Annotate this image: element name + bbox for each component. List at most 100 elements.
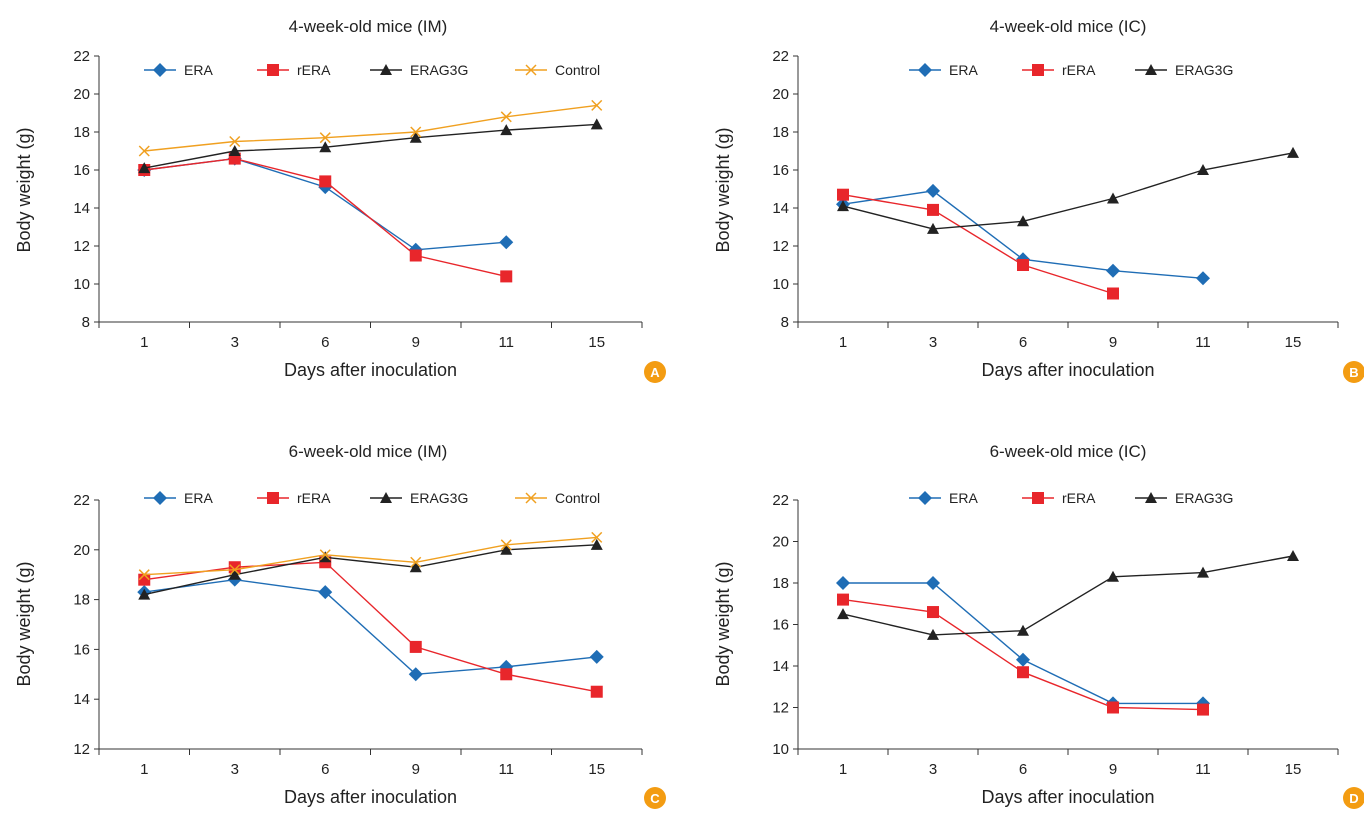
data-point: [927, 606, 939, 619]
data-point: [1107, 570, 1119, 582]
x-tick-label: 6: [1019, 761, 1027, 778]
legend-marker: [1145, 492, 1157, 503]
data-point: [138, 588, 151, 600]
panel-label: B: [1349, 365, 1358, 380]
series-erag3g: [837, 550, 1299, 640]
y-axis-label: Body weight (g): [713, 561, 733, 686]
data-point: [318, 585, 333, 600]
x-tick-label: 11: [1195, 334, 1211, 351]
series-control: [138, 531, 603, 581]
x-axis-label: Days after inoculation: [284, 787, 457, 807]
y-tick-label: 22: [772, 48, 789, 65]
legend-entry: ERA: [144, 490, 213, 506]
legend-label: rERA: [1062, 490, 1096, 506]
series-era: [137, 572, 604, 682]
data-point: [1106, 263, 1120, 278]
y-tick-label: 12: [73, 238, 90, 255]
panel-badge: [1343, 361, 1364, 383]
legend-entry: rERA: [257, 490, 331, 506]
legend-entry: ERAG3G: [370, 62, 468, 78]
chart-panel-c: 6-week-old mice (IM) 12 14 16 18 20 22 1 3 6 9 11 15…: [14, 442, 666, 809]
data-point: [500, 668, 513, 681]
legend-marker: [1032, 492, 1044, 504]
data-point: [590, 538, 603, 550]
legend-marker: [267, 64, 279, 76]
legend-entry: ERA: [909, 62, 978, 78]
data-point: [499, 235, 514, 250]
legend-entry: ERAG3G: [370, 490, 468, 506]
x-axis-label: Days after inoculation: [981, 787, 1154, 807]
series-line: [842, 152, 1294, 230]
data-point: [837, 200, 849, 212]
legend-label: ERAG3G: [1175, 62, 1233, 78]
x-tick-label: 1: [140, 334, 148, 351]
data-point: [410, 556, 422, 568]
legend-marker: [153, 63, 167, 77]
series-era: [836, 576, 1210, 711]
data-point: [927, 222, 939, 234]
series-line: [842, 555, 1294, 636]
series-control: [138, 99, 603, 157]
data-point: [591, 99, 603, 111]
y-axis-label: Body weight (g): [14, 127, 34, 252]
legend-label: Control: [555, 490, 600, 506]
x-tick-label: 9: [412, 761, 420, 778]
y-tick-label: 10: [772, 741, 789, 758]
x-tick-label: 6: [321, 761, 329, 778]
data-point: [1287, 550, 1299, 562]
data-point: [500, 543, 513, 555]
data-point: [1017, 624, 1029, 636]
series-line: [144, 157, 507, 251]
data-point: [409, 131, 422, 143]
legend-marker: [153, 491, 167, 505]
data-point: [1017, 215, 1029, 227]
y-tick-label: 14: [772, 658, 789, 675]
legend-label: ERAG3G: [410, 62, 468, 78]
legend-entry: rERA: [1022, 62, 1096, 78]
chart-title: 4-week-old mice (IC): [990, 17, 1147, 36]
y-axis-label: Body weight (g): [713, 127, 733, 252]
data-point: [590, 685, 603, 698]
y-tick-label: 12: [772, 700, 789, 717]
y-tick-label: 14: [772, 200, 789, 217]
legend-marker: [267, 492, 279, 504]
data-point: [228, 568, 241, 580]
x-tick-label: 1: [140, 761, 148, 778]
legend-entry: ERA: [909, 490, 978, 506]
x-tick-label: 9: [412, 334, 420, 351]
x-tick-label: 1: [839, 334, 847, 351]
data-point: [138, 569, 150, 581]
y-tick-label: 16: [772, 617, 789, 634]
x-axis-label: Days after inoculation: [981, 360, 1154, 380]
x-tick-label: 11: [1195, 761, 1211, 778]
series-line: [144, 104, 597, 152]
data-point: [1197, 164, 1209, 175]
series-line: [144, 123, 597, 169]
x-tick-label: 11: [498, 761, 514, 778]
series-rera: [138, 556, 603, 698]
data-point: [500, 270, 513, 283]
data-point: [228, 145, 241, 156]
x-tick-label: 1: [839, 761, 847, 778]
legend-marker: [1145, 64, 1157, 75]
chart-title: 6-week-old mice (IC): [990, 442, 1147, 461]
data-point: [500, 539, 512, 551]
data-point: [409, 640, 422, 653]
legend-entry: Control: [515, 62, 600, 78]
data-point: [1107, 192, 1119, 204]
data-point: [410, 126, 422, 138]
x-tick-label: 3: [231, 334, 239, 351]
data-point: [927, 628, 939, 640]
panel-badge: [1343, 787, 1364, 809]
chart-panel-a: 4-week-old mice (IM) 8 10 12 14 16 18 20 22 1 3 6 9 1…: [14, 17, 666, 383]
series-erag3g: [138, 118, 603, 174]
legend-label: rERA: [1062, 62, 1096, 78]
y-tick-label: 20: [73, 86, 90, 103]
y-tick-label: 18: [772, 124, 789, 141]
data-point: [927, 203, 939, 216]
legend-label: Control: [555, 62, 600, 78]
y-tick-label: 20: [772, 86, 789, 103]
data-point: [1017, 666, 1029, 679]
legend-marker: [918, 491, 932, 505]
